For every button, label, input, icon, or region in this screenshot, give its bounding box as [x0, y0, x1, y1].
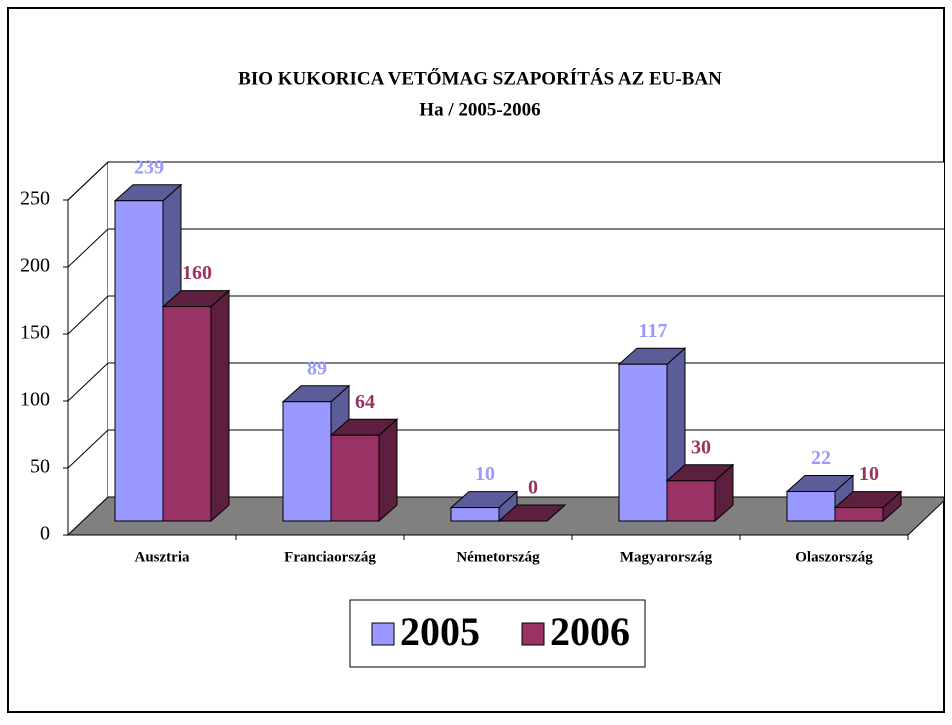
- x-tick-label: Franciaország: [284, 549, 376, 565]
- value-label: 160: [182, 262, 212, 284]
- bar: [618, 363, 668, 522]
- x-tick-label: Magyarország: [620, 549, 713, 565]
- bar: [450, 507, 500, 522]
- bar-top: [497, 504, 567, 522]
- y-tick-label: 150: [20, 322, 50, 344]
- legend-swatch: [371, 622, 395, 646]
- y-tick-label: 100: [20, 389, 50, 411]
- value-label: 22: [811, 447, 831, 469]
- bar: [666, 480, 716, 522]
- chart-subtitle: Ha / 2005-2006: [419, 99, 540, 120]
- bar-side: [210, 289, 230, 523]
- x-tick-label: Olaszország: [795, 549, 873, 565]
- chart-title: BIO KUKORICA VETŐMAG SZAPORÍTÁS AZ EU-BA…: [238, 67, 722, 89]
- value-label: 64: [355, 391, 375, 413]
- y-tick-label: 200: [20, 255, 50, 277]
- grid-line: [67, 161, 944, 201]
- grid-line: [67, 295, 944, 335]
- y-tick-label: 50: [30, 456, 50, 478]
- value-label: 10: [859, 463, 879, 485]
- bar-side: [378, 418, 398, 523]
- value-label: 239: [134, 156, 164, 178]
- legend-label: 2006: [550, 609, 630, 654]
- y-tick-label: 250: [20, 188, 50, 210]
- value-label: 30: [691, 436, 711, 458]
- bar: [786, 491, 836, 522]
- y-tick-label: 0: [40, 523, 50, 545]
- value-label: 117: [639, 320, 668, 342]
- bar: [282, 401, 332, 522]
- bar: [114, 200, 164, 522]
- x-tick-label: Németország: [456, 549, 540, 565]
- legend-label: 2005: [400, 609, 480, 654]
- side-wall: [67, 160, 109, 537]
- x-tick-label: Ausztria: [135, 549, 190, 565]
- value-label: 89: [307, 357, 327, 379]
- value-label: 0: [528, 477, 538, 499]
- bar: [834, 507, 884, 522]
- bar: [330, 434, 380, 522]
- legend-box: [349, 599, 646, 668]
- value-label: 10: [475, 463, 495, 485]
- grid-line: [67, 228, 944, 268]
- bar: [162, 306, 212, 522]
- legend-swatch: [521, 622, 545, 646]
